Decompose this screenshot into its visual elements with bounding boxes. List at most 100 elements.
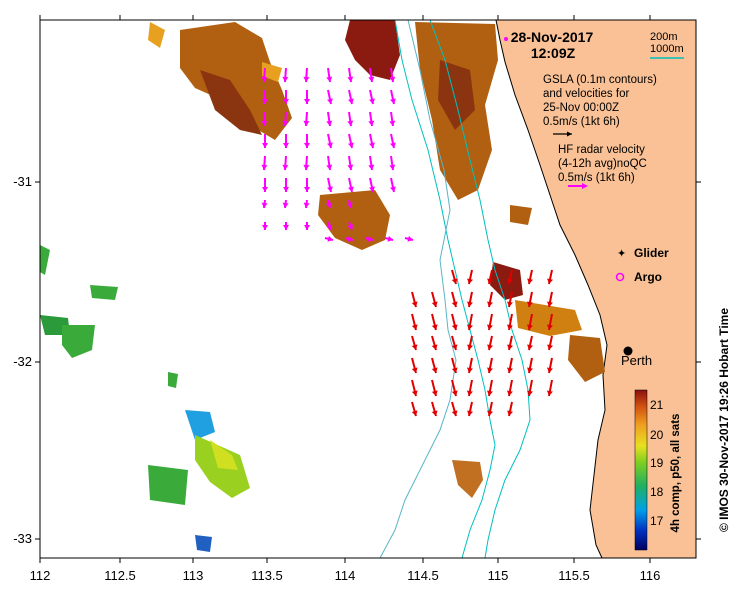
velocity-arrowhead xyxy=(282,202,289,208)
velocity-arrowhead xyxy=(303,202,310,208)
velocity-arrowhead xyxy=(369,142,375,148)
velocity-arrowhead xyxy=(325,202,332,208)
colorbar-label: 4h comp, p50, all sats xyxy=(670,414,682,533)
colorbar-tick-label: 21 xyxy=(650,398,664,412)
velocity-arrowhead xyxy=(282,76,289,82)
velocity-arrowhead xyxy=(368,120,375,126)
x-tick-label: 116 xyxy=(640,568,661,583)
velocity-arrowhead xyxy=(411,301,418,307)
velocity-arrowhead xyxy=(411,367,418,373)
velocity-arrowhead xyxy=(390,142,396,148)
perth-label: Perth xyxy=(621,353,652,368)
colorbar-tick-label: 18 xyxy=(650,485,664,499)
velocity-arrowhead xyxy=(387,235,393,242)
velocity-arrowhead xyxy=(367,235,373,242)
velocity-arrowhead xyxy=(304,143,310,148)
velocity-arrowhead xyxy=(347,120,354,126)
velocity-arrowhead xyxy=(389,120,396,126)
velocity-arrowhead xyxy=(431,410,438,416)
glider-label: Glider xyxy=(634,246,669,260)
velocity-arrowhead xyxy=(347,224,354,230)
velocity-arrowhead xyxy=(431,390,438,396)
velocity-arrowhead xyxy=(262,225,268,230)
x-tick-label: 113 xyxy=(183,568,204,583)
velocity-arrowhead xyxy=(486,324,493,330)
gsla-legend: GSLA (0.1m contours) and velocities for … xyxy=(543,74,657,137)
velocity-arrowhead xyxy=(466,324,473,330)
velocity-arrowhead xyxy=(347,235,353,242)
velocity-arrowhead xyxy=(467,410,473,416)
velocity-arrowhead xyxy=(411,324,418,330)
velocity-arrowhead xyxy=(467,301,473,307)
velocity-arrowhead xyxy=(348,142,354,148)
velocity-arrowhead xyxy=(506,324,513,330)
velocity-arrowhead xyxy=(368,76,375,82)
velocity-arrowhead xyxy=(547,278,553,284)
velocity-arrowhead xyxy=(283,143,289,148)
velocity-arrowhead xyxy=(466,390,473,396)
velocity-arrowhead xyxy=(326,76,333,82)
velocity-arrowhead xyxy=(326,224,333,230)
velocity-arrowhead xyxy=(487,278,493,284)
velocity-arrowhead xyxy=(327,142,333,148)
velocity-arrowhead xyxy=(411,390,418,396)
velocity-arrowhead xyxy=(487,410,493,416)
velocity-arrowhead xyxy=(507,301,513,307)
x-tick-label: 114 xyxy=(335,568,356,583)
velocity-arrowhead xyxy=(282,120,289,126)
velocity-arrowhead xyxy=(487,344,493,350)
velocity-arrowhead xyxy=(369,98,375,104)
velocity-arrowhead xyxy=(347,76,354,82)
velocity-arrowhead xyxy=(507,278,513,284)
velocity-arrowhead xyxy=(327,235,333,242)
radar-line-2: (4-12h avg)noQC xyxy=(558,158,647,170)
gsla-line-2: and velocities for xyxy=(543,88,629,100)
velocity-arrowhead xyxy=(368,164,375,170)
velocity-arrowhead xyxy=(467,344,473,350)
velocity-arrowhead xyxy=(283,225,289,230)
velocity-arrowhead xyxy=(348,98,354,104)
velocity-arrowhead xyxy=(451,278,458,284)
velocity-arrowhead xyxy=(487,301,493,307)
argo-marker-icon xyxy=(615,272,625,282)
velocity-arrowhead xyxy=(547,301,553,307)
velocity-arrowhead xyxy=(527,344,533,350)
gsla-line-1: GSLA (0.1m contours) xyxy=(543,74,657,86)
velocity-arrowhead xyxy=(327,186,333,192)
colorbar-tick-label: 19 xyxy=(650,456,664,470)
gsla-line-3: 25-Nov 00:00Z xyxy=(543,102,619,114)
velocity-arrowhead xyxy=(451,301,458,307)
velocity-arrowhead xyxy=(303,164,310,170)
velocity-arrowhead xyxy=(304,99,310,104)
radar-scale-label: 0.5m/s (1kt 6h) xyxy=(558,172,635,184)
velocity-arrowhead xyxy=(283,99,289,104)
velocity-arrowhead xyxy=(431,301,438,307)
velocity-arrowhead xyxy=(327,98,333,104)
velocity-arrowhead xyxy=(283,187,289,192)
velocity-arrowhead xyxy=(527,301,533,307)
colorbar-tick-label: 17 xyxy=(650,514,664,528)
velocity-arrowhead xyxy=(369,186,375,192)
velocity-arrowhead xyxy=(467,278,473,284)
x-tick-label: 115.5 xyxy=(558,568,590,583)
velocity-arrowhead xyxy=(546,390,553,396)
velocity-arrowhead xyxy=(506,390,513,396)
y-tick-label: -33 xyxy=(13,531,32,546)
velocity-arrowhead xyxy=(451,410,458,416)
x-tick-labels: 112 112.5 113 113.5 114 114.5 115 115.5 … xyxy=(30,568,661,583)
velocity-arrowhead xyxy=(547,367,553,373)
velocity-arrowhead xyxy=(451,367,458,373)
velocity-arrowhead xyxy=(261,120,268,126)
velocity-arrowhead xyxy=(346,202,353,208)
velocity-arrowhead xyxy=(526,390,533,396)
altimetry-velocity-arrows xyxy=(261,67,414,242)
velocity-arrowhead xyxy=(348,186,354,192)
velocity-arrowhead xyxy=(451,390,458,396)
header-marker xyxy=(504,37,508,41)
x-tick-label: 113.5 xyxy=(251,568,283,583)
velocity-arrowhead xyxy=(507,344,513,350)
colorbar xyxy=(634,389,648,551)
velocity-arrowhead xyxy=(431,367,438,373)
velocity-arrowhead xyxy=(304,187,310,192)
time-label: 12:09Z xyxy=(531,45,576,61)
